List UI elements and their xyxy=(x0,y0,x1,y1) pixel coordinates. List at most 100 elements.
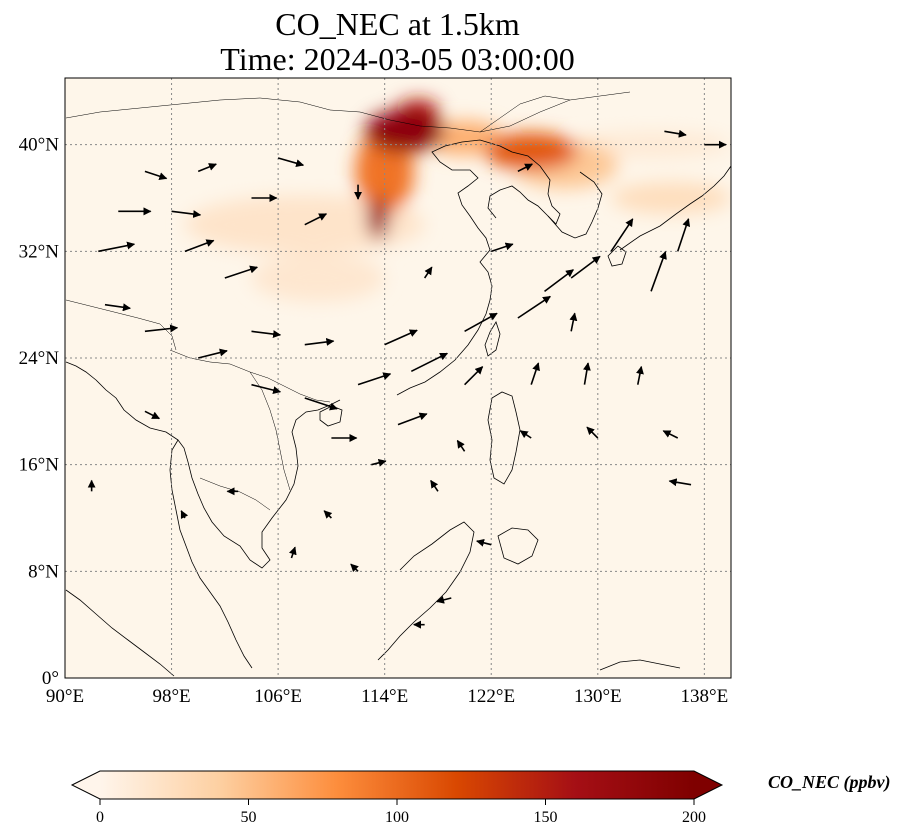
wind-arrow xyxy=(570,255,601,279)
coastline-luzon xyxy=(487,391,521,485)
wind-arrow xyxy=(197,163,217,173)
longitude-tick-labels: 90°E 98°E 106°E 114°E 122°E 130°E 138°E xyxy=(46,686,728,707)
colorbar-tick-label: 100 xyxy=(385,809,409,826)
colorbar-tick-label: 200 xyxy=(682,809,706,826)
coastline-mindanao xyxy=(497,527,539,565)
longitude-tick-label: 106°E xyxy=(254,686,302,707)
wind-arrow xyxy=(464,366,484,386)
longitude-tick-label: 130°E xyxy=(574,686,622,707)
wind-arrow xyxy=(98,241,136,253)
wind-arrow xyxy=(144,410,161,420)
latitude-tick-label: 32°N xyxy=(19,241,60,262)
coastline-taiwan xyxy=(484,321,501,357)
concentration-plume xyxy=(611,182,731,214)
wind-arrow xyxy=(664,129,687,138)
map-title-line-1: CO_NEC at 1.5km xyxy=(275,6,520,42)
concentration-field xyxy=(184,99,731,302)
latitude-tick-label: 40°N xyxy=(19,135,60,156)
wind-arrow xyxy=(397,412,428,426)
longitude-tick-label: 138°E xyxy=(681,686,729,707)
colorbar: 0 50 100 150 200 CO_NEC (ppbv) xyxy=(70,770,891,826)
wind-arrow xyxy=(544,269,574,292)
wind-arrow xyxy=(104,303,131,312)
concentration-plume xyxy=(424,120,505,156)
coastline-sumatra xyxy=(65,589,175,677)
colorbar-tick-label: 150 xyxy=(534,809,558,826)
border-china-indochina xyxy=(169,349,331,403)
country-borders xyxy=(65,91,631,511)
wind-arrow xyxy=(436,595,452,604)
border-laos-vietnam xyxy=(249,371,291,491)
coastline-indochina xyxy=(169,399,341,669)
latitude-tick-label: 24°N xyxy=(19,348,60,369)
wind-arrow xyxy=(198,348,228,359)
latitude-tick-label: 8°N xyxy=(28,561,59,582)
wind-arrow xyxy=(251,330,282,339)
coastlines xyxy=(65,139,731,677)
wind-arrow xyxy=(224,265,258,279)
longitude-tick-label: 98°E xyxy=(152,686,190,707)
wind-arrow xyxy=(586,426,599,439)
wind-arrow xyxy=(277,157,305,168)
concentration-plume xyxy=(484,132,578,170)
coastline-china-mainland xyxy=(396,139,561,396)
wind-vectors xyxy=(87,129,727,629)
wind-arrow xyxy=(323,510,333,519)
coastline-borneo xyxy=(377,521,475,661)
latitude-tick-labels: 0° 8°N 16°N 24°N 32°N 40°N xyxy=(19,135,60,689)
wind-arrow xyxy=(582,362,591,385)
wind-arrow xyxy=(144,170,168,181)
wind-arrow xyxy=(171,210,202,219)
concentration-plume xyxy=(367,196,389,240)
coastline-myanmar xyxy=(65,361,179,441)
wind-arrow xyxy=(288,546,297,559)
wind-arrow xyxy=(610,218,634,252)
coastline-new-guinea xyxy=(599,659,681,671)
wind-arrow xyxy=(569,312,578,332)
longitude-tick-label: 114°E xyxy=(361,686,408,707)
wind-arrow xyxy=(304,337,335,346)
wind-arrow xyxy=(423,266,433,279)
wind-arrow xyxy=(144,324,179,333)
wind-arrow xyxy=(530,362,540,385)
wind-arrow xyxy=(662,430,679,439)
colorbar-body xyxy=(100,771,694,799)
latitude-tick-label: 16°N xyxy=(19,455,60,476)
map-gridlines xyxy=(65,78,731,678)
wind-arrow xyxy=(519,430,532,439)
wind-arrow xyxy=(456,439,466,452)
wind-arrow xyxy=(517,295,551,319)
wind-arrow xyxy=(476,538,492,547)
wind-arrow xyxy=(350,563,359,573)
longitude-tick-label: 122°E xyxy=(467,686,515,707)
map-title-line-2: Time: 2024-03-05 03:00:00 xyxy=(220,41,575,77)
wind-arrow xyxy=(384,329,418,346)
wind-arrow xyxy=(650,250,667,292)
wind-arrow xyxy=(251,383,282,395)
wind-arrow xyxy=(490,242,514,253)
concentration-plume xyxy=(184,195,425,255)
border-russia-china xyxy=(479,95,571,133)
latitude-tick-label: 0° xyxy=(42,668,59,689)
colorbar-ticks: 0 50 100 150 200 xyxy=(96,799,706,826)
colorbar-extend-max xyxy=(694,771,722,799)
colorbar-tick-label: 0 xyxy=(96,809,104,826)
coastline-japan xyxy=(619,165,731,251)
wind-arrow xyxy=(676,218,691,252)
wind-arrow xyxy=(464,312,498,333)
concentration-plume xyxy=(251,254,385,302)
concentration-plume xyxy=(364,109,445,153)
colorbar-title: CO_NEC (ppbv) xyxy=(768,772,891,793)
colorbar-extend-min xyxy=(72,771,100,799)
wind-arrow xyxy=(184,239,215,253)
wind-arrow xyxy=(371,458,387,467)
map-area xyxy=(64,77,732,679)
wind-arrow xyxy=(180,510,189,520)
wind-arrow xyxy=(636,365,644,385)
border-mongolia-china xyxy=(65,91,631,133)
wind-arrow xyxy=(517,163,533,173)
wind-arrow xyxy=(304,213,328,226)
wind-arrow xyxy=(357,372,392,386)
map-frame xyxy=(64,77,732,679)
